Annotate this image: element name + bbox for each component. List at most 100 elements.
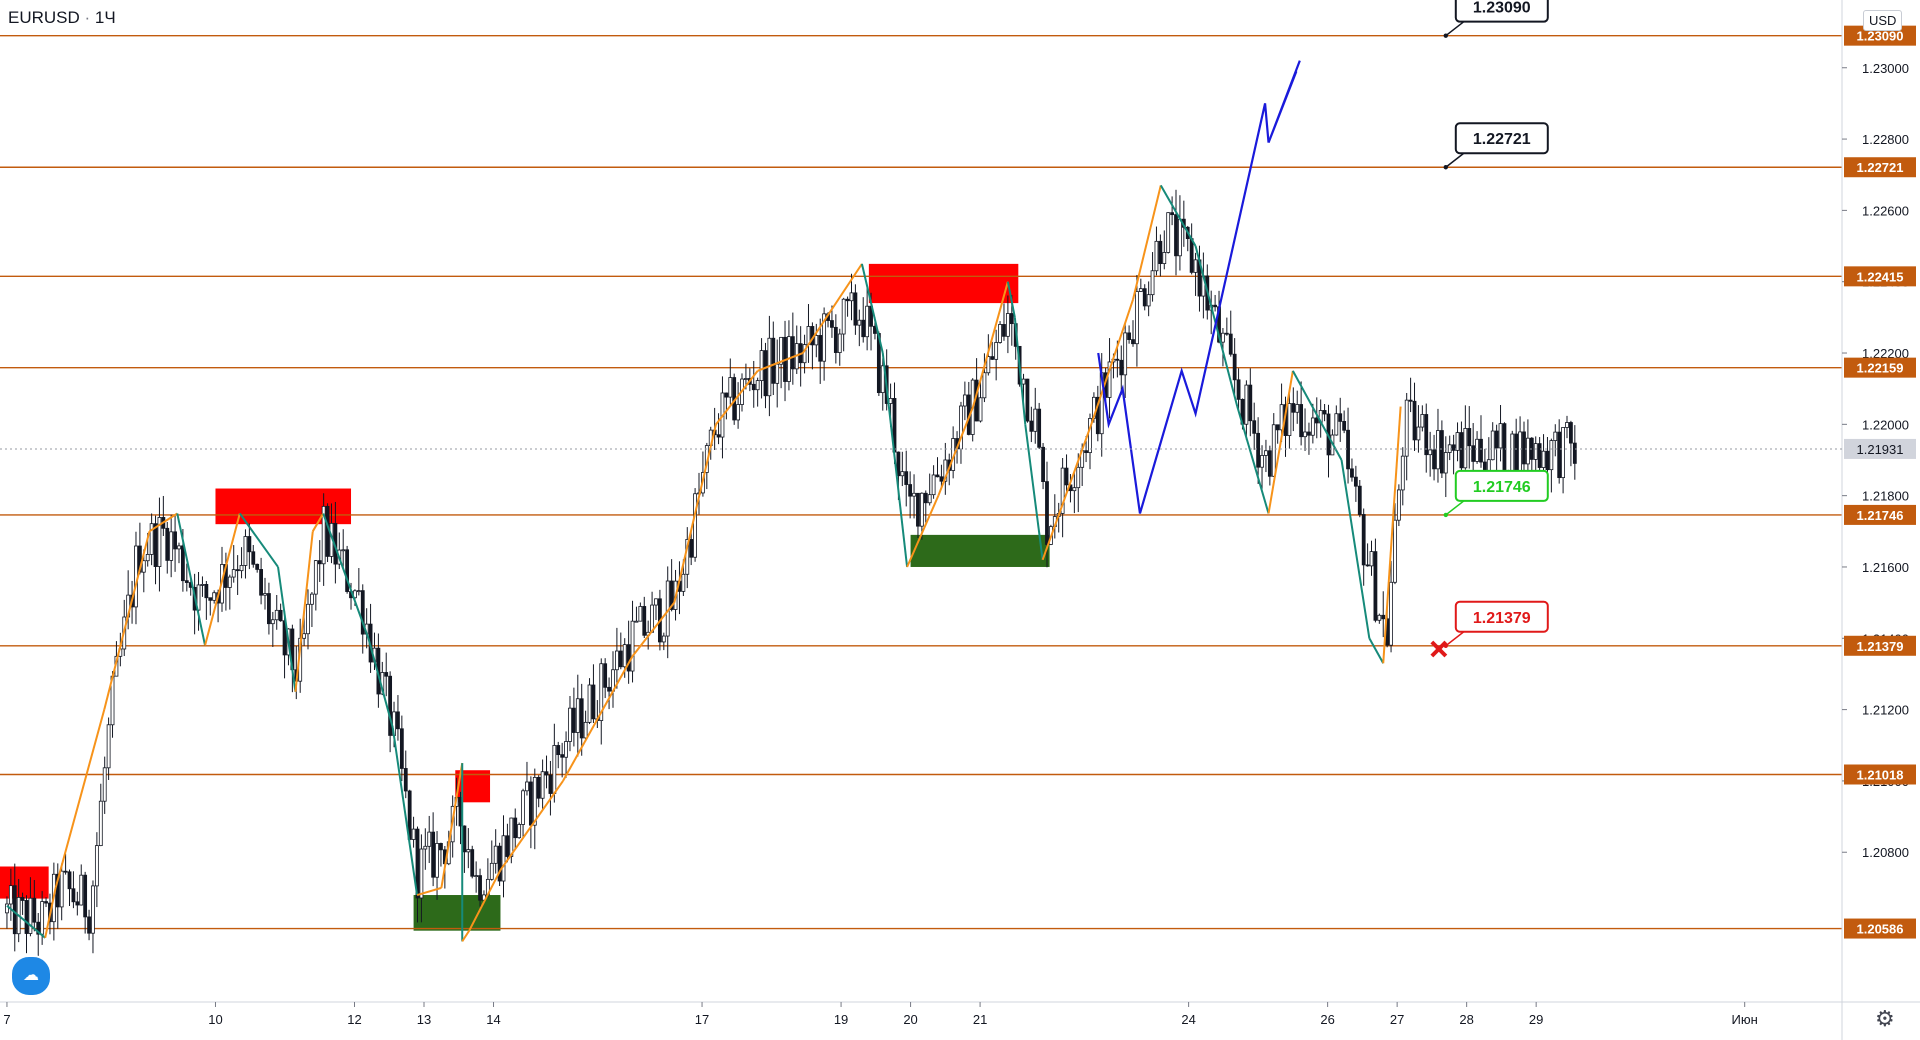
candle-body bbox=[1475, 438, 1479, 462]
candle-body bbox=[888, 398, 893, 404]
zigzag-up-segment bbox=[673, 424, 717, 603]
candle-body bbox=[247, 536, 252, 553]
settings-gear-icon[interactable]: ⚙ bbox=[1875, 1006, 1895, 1031]
candle-body bbox=[67, 871, 72, 890]
candle-body bbox=[521, 790, 525, 825]
zigzag-down-segment bbox=[322, 513, 370, 639]
candle-body bbox=[1084, 450, 1088, 454]
candle-body bbox=[1428, 449, 1433, 456]
candle-body bbox=[212, 592, 217, 601]
level-price-label: 1.22159 bbox=[1857, 361, 1904, 376]
candle-body bbox=[845, 298, 850, 302]
zigzag-up-segment bbox=[972, 281, 1009, 407]
candle-body bbox=[1443, 452, 1448, 474]
candle-body bbox=[1510, 433, 1515, 474]
candle-body bbox=[255, 563, 260, 570]
candle-body bbox=[849, 292, 854, 302]
candle-body bbox=[427, 831, 432, 847]
candle-body bbox=[435, 843, 439, 878]
candle-body bbox=[681, 573, 686, 592]
candle-body bbox=[638, 606, 643, 622]
zigzag-up-segment bbox=[44, 887, 57, 939]
symbol-header[interactable]: EURUSD · 1Ч bbox=[8, 8, 116, 27]
candle-body bbox=[71, 888, 76, 903]
candle-body bbox=[618, 650, 623, 668]
candle-body bbox=[724, 392, 729, 398]
candle-body bbox=[1565, 422, 1569, 428]
projection-path bbox=[1097, 103, 1270, 514]
candle-body bbox=[1260, 455, 1264, 468]
time-tick-label: 19 bbox=[834, 1012, 848, 1027]
candle-body bbox=[900, 471, 905, 477]
candle-body bbox=[904, 471, 909, 485]
candle-body bbox=[736, 404, 741, 421]
candle-body bbox=[1162, 252, 1167, 265]
callout-anchor-dot bbox=[1443, 165, 1448, 170]
candle-body bbox=[1420, 414, 1425, 428]
candle-body bbox=[865, 305, 870, 338]
callout-label: 1.22721 bbox=[1473, 131, 1531, 148]
candle-body bbox=[908, 484, 913, 497]
candle-body bbox=[79, 874, 84, 906]
candle-body bbox=[1498, 423, 1503, 449]
candle-body bbox=[1076, 466, 1081, 489]
candle-body bbox=[1291, 403, 1296, 413]
candle-body bbox=[470, 849, 475, 877]
candle-body bbox=[1232, 353, 1237, 381]
candle-body bbox=[251, 551, 256, 565]
candle-body bbox=[1408, 399, 1413, 402]
candle-body bbox=[540, 771, 545, 799]
candle-body bbox=[1189, 238, 1194, 273]
candle-body bbox=[1307, 431, 1311, 436]
candle-body bbox=[419, 848, 424, 899]
callouts-layer: 1.23090 1.22721 1.21746 1.21379 bbox=[1443, 0, 1549, 648]
candle-body bbox=[1095, 396, 1100, 435]
candle-body bbox=[841, 298, 846, 335]
candle-body bbox=[1002, 324, 1006, 337]
zigzag-up-segment bbox=[499, 780, 564, 871]
candle-body bbox=[591, 684, 596, 720]
candle-body bbox=[149, 523, 154, 555]
candle-body bbox=[431, 831, 436, 878]
candle-body bbox=[1224, 332, 1229, 335]
candle-body bbox=[1350, 468, 1354, 478]
level-price-badge bbox=[1844, 266, 1916, 287]
candle-body bbox=[12, 885, 17, 935]
price-tick-label: 1.20800 bbox=[1862, 845, 1909, 860]
interval-label[interactable]: 1Ч bbox=[94, 8, 116, 27]
candle-body bbox=[1377, 614, 1382, 621]
zigzag-up-segment bbox=[416, 886, 442, 896]
candle-body bbox=[1357, 485, 1362, 515]
zones-layer bbox=[0, 263, 1050, 931]
zigzag-up-segment bbox=[204, 513, 241, 646]
candle-body bbox=[1522, 431, 1526, 465]
candle-body bbox=[169, 531, 174, 561]
price-tick-label: 1.22000 bbox=[1862, 417, 1909, 432]
candle-body bbox=[532, 776, 537, 826]
candle-body bbox=[1334, 413, 1339, 436]
candle-body bbox=[1170, 212, 1175, 216]
candle-body bbox=[1064, 467, 1069, 486]
zigzag-up-segment bbox=[562, 655, 634, 782]
currency-button[interactable]: USD bbox=[1863, 10, 1903, 31]
zigzag-up-segment bbox=[440, 762, 464, 889]
candle-body bbox=[360, 590, 365, 635]
symbol-name: EURUSD bbox=[8, 8, 80, 27]
candle-body bbox=[1264, 450, 1268, 456]
candle-body bbox=[55, 873, 60, 908]
candle-body bbox=[59, 870, 64, 908]
candle-body bbox=[509, 817, 514, 857]
candle-body bbox=[153, 523, 158, 567]
current-price-badge bbox=[1844, 438, 1916, 459]
price-tick-label: 1.22600 bbox=[1862, 203, 1909, 218]
candle-body bbox=[1471, 445, 1476, 462]
candle-body bbox=[751, 383, 756, 391]
candle-body bbox=[1479, 438, 1483, 463]
candle-body bbox=[1037, 408, 1042, 448]
candle-body bbox=[1127, 332, 1131, 340]
candle-body bbox=[634, 620, 639, 623]
candle-body bbox=[177, 545, 181, 550]
candle-body bbox=[626, 644, 631, 672]
candle-body bbox=[755, 380, 760, 391]
